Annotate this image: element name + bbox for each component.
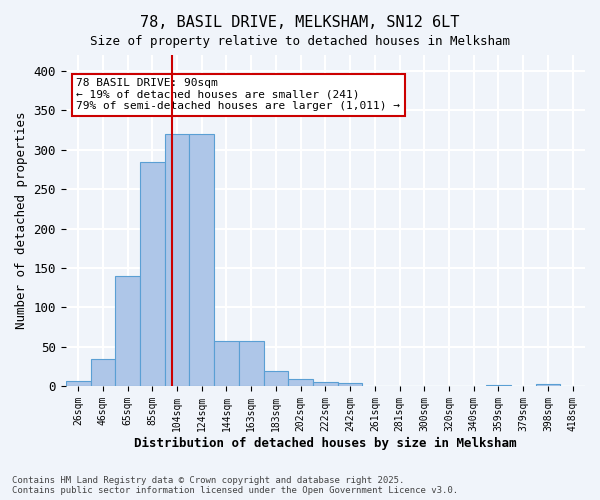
Text: Size of property relative to detached houses in Melksham: Size of property relative to detached ho…: [90, 35, 510, 48]
Bar: [115, 276, 140, 386]
Text: Contains HM Land Registry data © Crown copyright and database right 2025.
Contai: Contains HM Land Registry data © Crown c…: [12, 476, 458, 495]
Bar: [486, 385, 511, 386]
Bar: [164, 134, 190, 386]
Bar: [289, 378, 313, 386]
Y-axis label: Number of detached properties: Number of detached properties: [15, 112, 28, 330]
Bar: [338, 383, 362, 386]
X-axis label: Distribution of detached houses by size in Melksham: Distribution of detached houses by size …: [134, 437, 517, 450]
Bar: [66, 381, 91, 386]
Bar: [190, 134, 214, 386]
Bar: [239, 342, 263, 386]
Bar: [91, 359, 115, 386]
Text: 78 BASIL DRIVE: 90sqm
← 19% of detached houses are smaller (241)
79% of semi-det: 78 BASIL DRIVE: 90sqm ← 19% of detached …: [76, 78, 400, 112]
Bar: [263, 370, 289, 386]
Bar: [536, 384, 560, 386]
Bar: [214, 342, 239, 386]
Bar: [313, 382, 338, 386]
Bar: [140, 162, 164, 386]
Text: 78, BASIL DRIVE, MELKSHAM, SN12 6LT: 78, BASIL DRIVE, MELKSHAM, SN12 6LT: [140, 15, 460, 30]
